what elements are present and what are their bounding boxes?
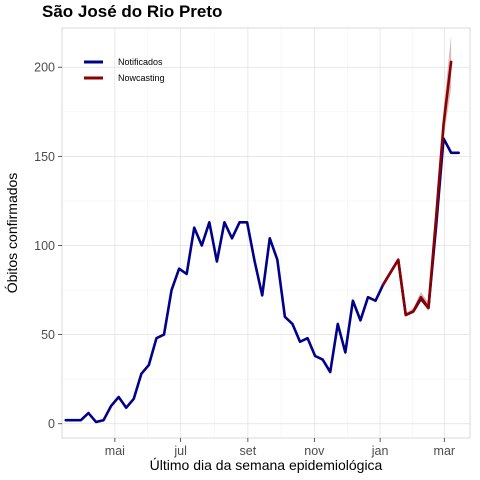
legend-label-nowcasting: Nowcasting [118, 73, 165, 83]
y-tick-label: 50 [41, 328, 55, 342]
x-tick-label-jul: jul [173, 444, 187, 458]
y-axis: 0 50 100 150 200 [34, 61, 62, 431]
plot-panel [61, 27, 471, 439]
y-axis-title: Óbitos confirmados [4, 173, 20, 294]
legend-label-notificados: Notificados [118, 57, 163, 67]
x-tick-label-jan: jan [371, 444, 389, 458]
x-tick-label-mai: mai [105, 444, 125, 458]
legend: Notificados Nowcasting [84, 57, 165, 83]
y-tick-label: 200 [34, 61, 55, 75]
x-tick-label-mar: mar [434, 444, 456, 458]
x-tick-label-nov: nov [304, 444, 325, 458]
chart-title: São José do Rio Preto [42, 2, 222, 21]
y-tick-label: 0 [48, 417, 55, 431]
x-axis: mai jul set nov jan mar [105, 438, 455, 458]
x-axis-title: Último dia da semana epidemiológica [150, 457, 383, 473]
x-tick-label-set: set [240, 444, 257, 458]
series-line-nowcasting [381, 60, 453, 317]
y-tick-label: 100 [34, 239, 55, 253]
series-layer [64, 35, 460, 424]
y-tick-label: 150 [34, 150, 55, 164]
minor-gridlines [62, 28, 470, 438]
